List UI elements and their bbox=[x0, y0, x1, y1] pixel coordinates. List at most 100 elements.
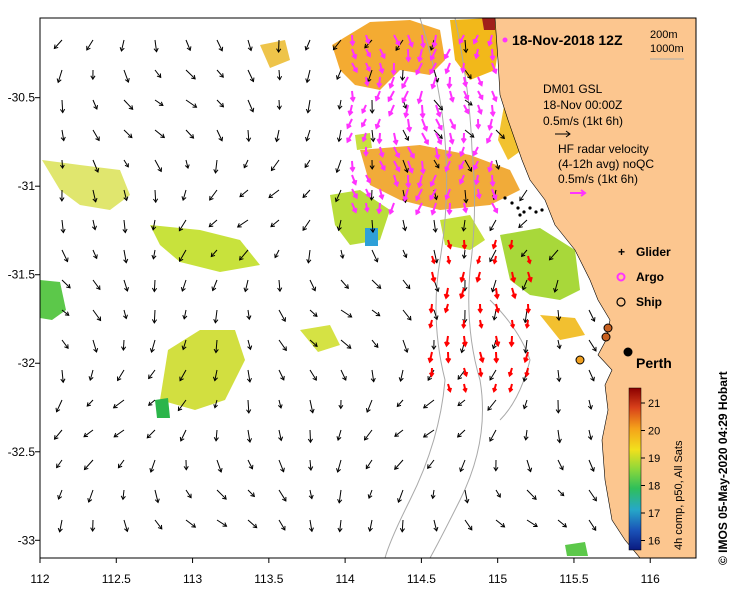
model-arrow bbox=[394, 459, 404, 470]
radar-arrow bbox=[431, 34, 438, 49]
radar-arrow bbox=[406, 118, 413, 133]
radar-arrow bbox=[387, 104, 395, 117]
model-arrow bbox=[112, 399, 125, 409]
model-arrow bbox=[246, 129, 252, 143]
model-arrow bbox=[557, 459, 564, 471]
model-arrow bbox=[185, 129, 195, 139]
model-arrow bbox=[277, 399, 283, 409]
model-arrow bbox=[57, 519, 63, 533]
model-name: DM01 GSL bbox=[543, 82, 603, 96]
model-arrow bbox=[276, 99, 282, 111]
x-axis-ticks: 112 112.5 113 113.5 114 114.5 115 115.5 116 bbox=[30, 558, 660, 586]
colorbar-tick-label: 21 bbox=[648, 398, 660, 410]
model-arrow bbox=[521, 249, 528, 258]
legend-argo: Argo bbox=[636, 270, 664, 284]
model-arrow bbox=[278, 309, 286, 323]
model-arrow bbox=[495, 159, 501, 170]
radar-arrow bbox=[415, 62, 423, 76]
model-arrow bbox=[307, 429, 313, 444]
ship-arrow bbox=[491, 239, 498, 250]
model-arrow bbox=[276, 69, 283, 81]
ship-arrow bbox=[459, 287, 465, 300]
radar-arrow bbox=[347, 104, 354, 117]
ship-arrow bbox=[478, 319, 484, 329]
model-arrow bbox=[278, 519, 286, 531]
colorbar-caption: 4h comp, p50, All Sats bbox=[673, 440, 685, 550]
model-arrow bbox=[184, 159, 190, 169]
radar-arrow bbox=[392, 132, 399, 146]
model-arrow bbox=[90, 69, 96, 81]
model-arrow bbox=[309, 339, 318, 347]
model-arrow bbox=[216, 129, 224, 142]
radar-arrow bbox=[477, 90, 484, 101]
radar-arrow bbox=[458, 174, 465, 185]
model-arrow bbox=[492, 309, 498, 321]
radar-arrow bbox=[365, 62, 371, 72]
model-arrow bbox=[394, 429, 404, 437]
ship-arrow bbox=[510, 319, 516, 329]
legend-glider-marker: + bbox=[618, 245, 625, 259]
model-arrow bbox=[364, 39, 373, 49]
radar-arrow bbox=[376, 132, 383, 145]
model-arrow bbox=[179, 369, 187, 382]
model-arrow bbox=[402, 129, 410, 141]
model-arrow bbox=[365, 459, 373, 470]
model-arrow bbox=[464, 69, 472, 80]
model-arrow bbox=[588, 519, 597, 531]
model-arrow bbox=[402, 159, 409, 173]
model-arrow bbox=[216, 39, 224, 52]
radar-arrow bbox=[374, 90, 381, 102]
model-arrow bbox=[456, 429, 466, 438]
radar-arrow bbox=[487, 160, 493, 173]
credit-text: © IMOS 05-May-2020 04:29 Hobart bbox=[716, 371, 730, 565]
radar-arrow bbox=[379, 48, 386, 60]
model-arrow bbox=[53, 429, 63, 440]
model-arrow bbox=[278, 429, 284, 442]
ship-arrow bbox=[511, 287, 517, 300]
radar-arrow bbox=[458, 34, 465, 45]
radar-arrow bbox=[487, 118, 494, 131]
radar-arrow bbox=[346, 132, 353, 144]
model-arrow bbox=[588, 369, 595, 382]
model-arrow bbox=[309, 369, 317, 381]
radar-arrow bbox=[390, 62, 397, 76]
model-arrow bbox=[337, 519, 343, 533]
model-arrow bbox=[334, 189, 342, 203]
model-arrow bbox=[433, 129, 443, 140]
ship-arrow bbox=[428, 303, 435, 314]
perth-label: Perth bbox=[636, 355, 672, 371]
model-arrow bbox=[463, 189, 469, 204]
radar-arrow bbox=[415, 188, 423, 202]
model-arrow bbox=[431, 339, 437, 351]
model-arrow bbox=[185, 39, 192, 52]
radar-arrow bbox=[444, 160, 451, 173]
model-arrow bbox=[557, 519, 568, 528]
ship-arrow bbox=[462, 383, 468, 394]
model-arrow bbox=[247, 99, 255, 113]
model-arrow bbox=[247, 519, 258, 529]
radar-arrow bbox=[430, 202, 437, 216]
model-arrow bbox=[556, 429, 562, 444]
y-tick-label: -31 bbox=[18, 179, 36, 193]
radar-arrow bbox=[489, 174, 496, 188]
model-arrow bbox=[117, 459, 125, 469]
radar-arrow bbox=[462, 76, 469, 88]
model-arrow bbox=[239, 189, 249, 198]
radar-arrow bbox=[361, 104, 367, 115]
model-arrow bbox=[336, 129, 342, 143]
ship-arrow bbox=[475, 271, 482, 283]
model-arrow bbox=[151, 279, 158, 293]
model-arrow bbox=[92, 189, 98, 203]
model-arrow bbox=[148, 369, 156, 380]
model-arrow bbox=[247, 489, 256, 498]
model-arrow bbox=[370, 129, 376, 143]
model-arrow bbox=[119, 39, 125, 52]
radar-arrow bbox=[475, 118, 482, 130]
model-arrow bbox=[278, 339, 287, 352]
ship-arrow bbox=[478, 351, 485, 364]
model-arrow bbox=[216, 99, 225, 108]
radar-arrow bbox=[449, 118, 457, 130]
model-arrow bbox=[213, 399, 218, 409]
radar-arrow bbox=[446, 202, 453, 216]
radar-arrow bbox=[473, 174, 480, 186]
